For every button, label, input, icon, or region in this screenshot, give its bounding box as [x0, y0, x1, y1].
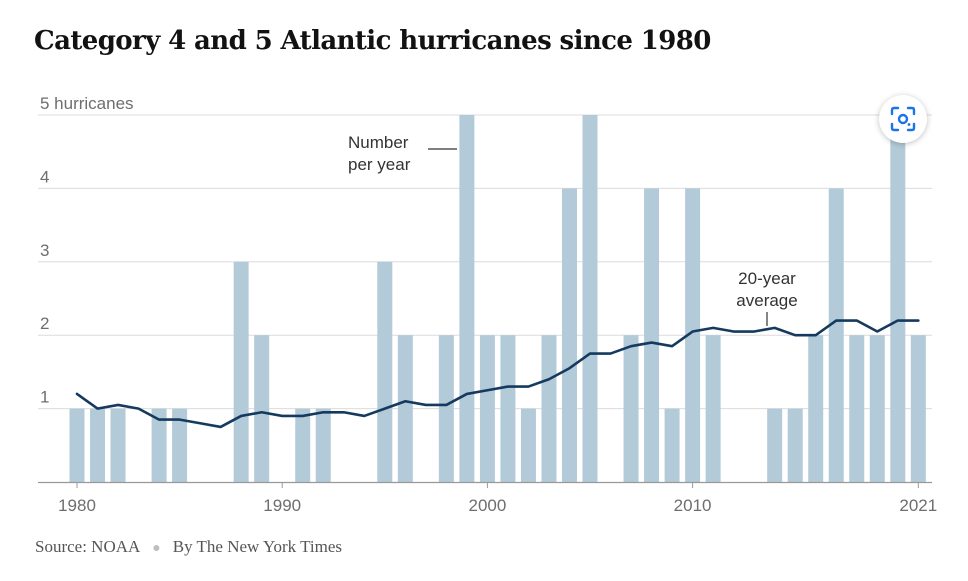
x-tick-label: 2000: [468, 496, 506, 515]
separator-dot: ●: [152, 541, 161, 556]
bar: [254, 335, 270, 482]
average-annotation-line1: 20-year: [738, 269, 796, 288]
bar: [479, 335, 495, 482]
bar: [705, 335, 721, 482]
bar: [561, 188, 577, 482]
bar: [664, 408, 680, 482]
bar: [623, 335, 639, 482]
bar: [151, 408, 167, 482]
bar: [828, 188, 844, 482]
bar: [910, 335, 926, 482]
source-credit: Source: NOAA: [35, 537, 141, 556]
bar: [890, 115, 906, 482]
bar: [541, 335, 557, 482]
bar: [787, 408, 803, 482]
bar: [233, 261, 249, 482]
y-tick-label: 4: [40, 167, 49, 186]
byline: By The New York Times: [172, 537, 343, 556]
y-tick-label: 1: [40, 388, 49, 407]
bar: [644, 188, 660, 482]
annotations: Number per year 20-year average: [348, 133, 798, 326]
chart-footer: Source: NOAA ● By The New York Times: [35, 537, 342, 557]
bar: [295, 408, 311, 482]
bar: [500, 335, 516, 482]
average-line-group: [75, 319, 920, 429]
x-tick-label: 1980: [58, 496, 96, 515]
x-tick-label: 1990: [263, 496, 301, 515]
bar: [808, 335, 824, 482]
bar: [582, 115, 598, 482]
bar: [459, 115, 475, 482]
bar: [520, 408, 536, 482]
bars-annotation-line1: Number: [348, 133, 409, 152]
bar: [315, 408, 331, 482]
y-tick-label: 2: [40, 314, 49, 333]
bar: [69, 408, 85, 482]
bars-annotation-line2: per year: [348, 155, 411, 174]
bar: [172, 408, 188, 482]
average-annotation-line2: average: [736, 291, 797, 310]
x-tick-label: 2021: [899, 496, 937, 515]
y-tick-label: 3: [40, 241, 49, 260]
scan-icon: [890, 106, 916, 132]
average-line: [75, 319, 920, 429]
y-unit-label: 5 hurricanes: [40, 94, 134, 113]
bar: [685, 188, 701, 482]
bar: [397, 335, 413, 482]
axes: 1 2 3 4 5 hurricanes 1980 1990 2000 2010 2021: [38, 94, 937, 515]
bar: [90, 408, 106, 482]
hurricane-chart: 1 2 3 4 5 hurricanes 1980 1990 2000 2010 2021 Num…: [38, 94, 937, 515]
x-tick-label: 2010: [674, 496, 712, 515]
bar: [377, 261, 393, 482]
chart-title: Category 4 and 5 Atlantic hurricanes sin…: [34, 26, 711, 56]
visual-search-button[interactable]: [879, 95, 927, 143]
bar: [110, 408, 126, 482]
bar: [849, 335, 865, 482]
bar: [767, 408, 783, 482]
bar: [438, 335, 454, 482]
bars: [69, 115, 926, 482]
bar: [869, 335, 885, 482]
